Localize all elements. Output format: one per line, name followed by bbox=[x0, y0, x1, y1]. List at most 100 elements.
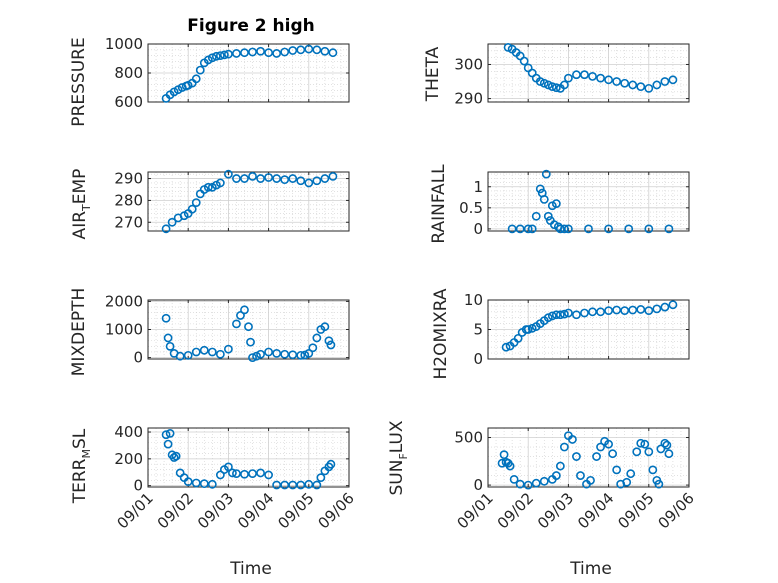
pressure-y-tick-label: 800 bbox=[114, 64, 143, 82]
terr_msl-point bbox=[280, 480, 290, 490]
mixdepth-point bbox=[175, 351, 185, 361]
pressure-point bbox=[207, 53, 217, 63]
sun_flux-y-tick-label: 500 bbox=[454, 429, 483, 447]
sun_flux-point bbox=[596, 442, 605, 452]
terr_msl-x-tick-label: 09/05 bbox=[274, 489, 317, 532]
terr_msl-point bbox=[163, 439, 173, 449]
h2omixra-point bbox=[555, 310, 565, 320]
mixdepth-point bbox=[288, 350, 298, 360]
terr_msl-point bbox=[248, 469, 257, 478]
theta-ylabel: THETA bbox=[423, 46, 443, 102]
rainfall-y-tick-label: 0 bbox=[473, 220, 483, 238]
h2omixra-point bbox=[543, 313, 553, 323]
pressure-point bbox=[272, 49, 282, 58]
air_temp-y-tick-label: 290 bbox=[114, 170, 143, 188]
rainfall-axes-box bbox=[487, 171, 690, 232]
sun_flux-x-tick-label: 09/05 bbox=[614, 489, 657, 532]
sunflux-ylabel-sub: F bbox=[397, 453, 410, 459]
theta-point bbox=[503, 43, 513, 52]
terr_msl-y-tick-label: 0 bbox=[133, 477, 143, 495]
h2omixra-y-tick-label: 10 bbox=[464, 291, 483, 309]
rainfall-point bbox=[664, 224, 674, 234]
rainfall-point bbox=[515, 224, 525, 234]
rainfall-ylabel: RAINFALL bbox=[429, 164, 449, 244]
rainfall-point bbox=[559, 224, 569, 234]
terr_msl-point bbox=[165, 428, 175, 438]
sun_flux-point bbox=[539, 476, 549, 486]
air_temp-point bbox=[304, 178, 314, 188]
h2omixra-point bbox=[523, 325, 533, 334]
terr_msl-point bbox=[161, 430, 171, 440]
theta-point bbox=[588, 72, 597, 81]
air_temp-point bbox=[256, 174, 265, 183]
theta-point bbox=[644, 83, 654, 93]
h2omixra-point bbox=[572, 310, 581, 320]
sun_flux-point bbox=[636, 438, 646, 448]
rainfall-plot-area bbox=[488, 172, 689, 231]
sun_flux-point bbox=[499, 450, 509, 460]
rainfall-point bbox=[644, 224, 654, 234]
sun_flux-point bbox=[660, 438, 670, 448]
air_temp-axes-box bbox=[147, 171, 350, 232]
air_temp-point bbox=[312, 176, 322, 186]
terr_msl-x-tick-label: 09/03 bbox=[194, 489, 237, 532]
air_temp-point bbox=[288, 174, 298, 183]
sun_flux-point bbox=[505, 461, 515, 471]
pressure-point bbox=[223, 49, 233, 59]
mixdepth-point bbox=[223, 344, 233, 354]
terr_msl-point bbox=[223, 462, 233, 472]
pressure-y-tick-label: 1000 bbox=[105, 35, 143, 53]
h2omixra-point bbox=[551, 310, 561, 320]
terr_msl-point bbox=[171, 451, 181, 461]
pressure-ylabel: PRESSURE bbox=[69, 37, 89, 126]
h2omixra-point bbox=[620, 306, 630, 316]
pressure-point bbox=[248, 47, 257, 57]
theta-point bbox=[551, 83, 561, 93]
mixdepth-point bbox=[244, 322, 253, 332]
mixdepth-point bbox=[272, 348, 282, 358]
terrmsl-ylabel-sub: M bbox=[80, 449, 93, 459]
mixdepth-point bbox=[280, 349, 290, 359]
pressure-point bbox=[264, 48, 273, 58]
terr_msl-point bbox=[199, 479, 209, 489]
sun_flux-x-tick-label: 09/03 bbox=[534, 489, 577, 532]
h2omixra-point bbox=[527, 323, 537, 333]
h2omixra-point bbox=[604, 306, 613, 316]
pressure-point bbox=[211, 51, 221, 61]
pressure-point bbox=[312, 45, 322, 55]
pressure-point bbox=[328, 48, 338, 58]
air_temp-point bbox=[240, 174, 249, 183]
h2omixra-point bbox=[668, 300, 678, 310]
rainfall-point bbox=[604, 224, 613, 234]
h2omixra-point bbox=[612, 305, 622, 315]
mixdepth-point bbox=[256, 349, 265, 359]
rainfall-point bbox=[507, 224, 517, 234]
mixdepth-point bbox=[232, 319, 241, 329]
mixdepth-point bbox=[183, 350, 193, 360]
rainfall-y-tick-label: 0.5 bbox=[459, 199, 483, 217]
terr_msl-point bbox=[207, 479, 217, 489]
air_temp-y-tick-label: 270 bbox=[114, 213, 143, 231]
terr_msl-point bbox=[183, 477, 193, 487]
air_temp-point bbox=[191, 198, 201, 207]
mixdepth-point bbox=[248, 353, 257, 362]
terr_msl-point bbox=[240, 469, 249, 479]
theta-point bbox=[543, 80, 553, 90]
mixdepth-point bbox=[320, 322, 330, 332]
rainfall-point bbox=[531, 211, 541, 221]
sun_flux-point bbox=[531, 478, 541, 488]
panel-air-temp: 270 280 290 AIRTEMP bbox=[70, 169, 350, 239]
theta-point bbox=[636, 82, 646, 92]
mixdepth-point bbox=[296, 350, 306, 360]
pressure-point bbox=[280, 47, 290, 57]
theta-point bbox=[628, 80, 638, 90]
mixdepth-point bbox=[300, 350, 310, 360]
sunflux-ylabel-tail: LUX bbox=[387, 420, 407, 453]
sun_flux-point bbox=[555, 461, 565, 471]
mixdepth-point bbox=[199, 345, 209, 355]
sun_flux-point bbox=[608, 449, 618, 459]
terr_msl-x-tick-label: 09/01 bbox=[114, 489, 157, 532]
h2omixra-point bbox=[547, 311, 557, 321]
rainfall-point bbox=[624, 224, 634, 234]
theta-point bbox=[580, 70, 589, 80]
